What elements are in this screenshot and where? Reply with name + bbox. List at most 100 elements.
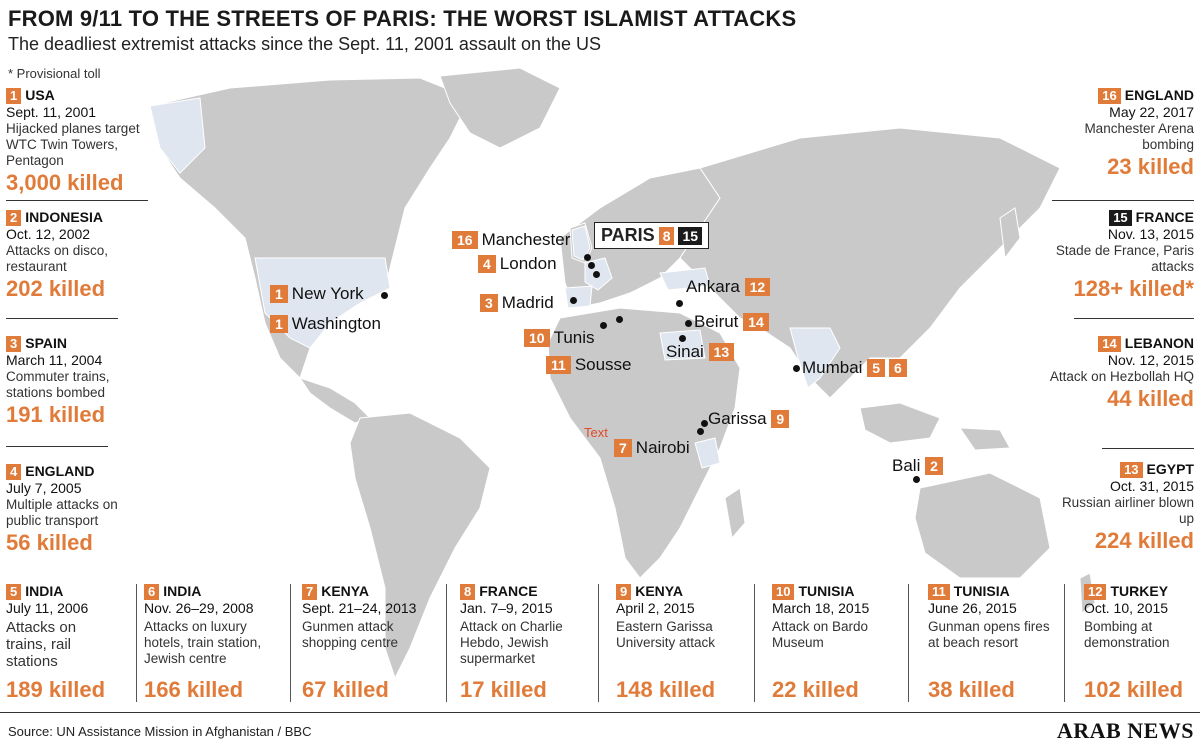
- attack-country: TUNISIA: [798, 583, 855, 599]
- divider: [6, 200, 148, 201]
- attack-number: 13: [1120, 462, 1143, 478]
- map-label-paris: PARIS 8 15: [594, 222, 710, 249]
- attack-description: Multiple attacks on public transport: [6, 497, 118, 528]
- page-subtitle: The deadliest extremist attacks since th…: [8, 34, 601, 54]
- attack-country: INDONESIA: [25, 209, 104, 225]
- new-guinea-landmass: [959, 427, 1011, 451]
- attack-entry-7: 7 KENYA Sept. 21–24, 2013 Gunmen attack s…: [302, 582, 434, 704]
- attack-death-toll: 23 killed: [1107, 154, 1194, 179]
- attack-country: ENGLAND: [25, 463, 95, 479]
- attack-country: EGYPT: [1146, 461, 1194, 477]
- attack-number: 6: [144, 584, 160, 600]
- attack-number: 9: [616, 584, 632, 600]
- map-marker-paris: [593, 271, 600, 278]
- attack-death-toll: 3,000 killed: [6, 170, 124, 195]
- attack-description: Hijacked planes target WTC Twin Towers, …: [6, 121, 140, 168]
- attack-entry-14: 14 LEBANON Nov. 12, 2015 Attack on Hezbol…: [1044, 334, 1194, 413]
- attack-date: Oct. 31, 2015: [1109, 478, 1194, 494]
- attack-entry-11: 11 TUNISIA June 26, 2015 Gunman opens fir…: [928, 582, 1060, 704]
- attack-country: TURKEY: [1110, 583, 1169, 599]
- kenya-highlight: [694, 437, 721, 469]
- attack-description: Attack on Charlie Hebdo, Jewish supermar…: [460, 619, 563, 666]
- map-marker-london: [588, 262, 595, 269]
- australia-landmass: [914, 472, 1051, 579]
- attack-entry-8: 8 FRANCE Jan. 7–9, 2015 Attack on Charlie…: [460, 582, 592, 704]
- map-marker-madrid: [570, 297, 577, 304]
- attack-country: KENYA: [635, 583, 683, 599]
- stray-text-label: Text: [584, 425, 608, 440]
- map-marker-new-york: [381, 292, 388, 299]
- divider: [1074, 318, 1194, 319]
- map-label-new-york: 1 New York: [270, 284, 364, 304]
- arab-news-logo: ARAB NEWS: [1056, 718, 1194, 743]
- attack-entry-4: 4 ENGLAND July 7, 2005 Multiple attacks o…: [6, 462, 156, 557]
- provisional-note: * Provisional toll: [8, 66, 101, 81]
- attack-description: Attack on Bardo Museum: [772, 619, 869, 650]
- attack-date: Oct. 10, 2015: [1084, 600, 1169, 616]
- attack-country: INDIA: [163, 583, 202, 599]
- attack-description: Eastern Garissa University attack: [616, 619, 716, 650]
- attack-entry-5: 5 INDIA July 11, 2006 Attacks on trains, …: [6, 582, 138, 704]
- south-america-landmass: [349, 412, 491, 680]
- attack-date: Nov. 12, 2015: [1107, 352, 1194, 368]
- attack-description: Commuter trains, stations bombed: [6, 369, 110, 400]
- attack-description: Gunmen attack shopping centre: [302, 619, 399, 650]
- attack-entry-15: 15 FRANCE Nov. 13, 2015 Stade de France, …: [1044, 208, 1194, 303]
- map-marker-tunis: [616, 316, 623, 323]
- attack-description: Russian airliner blown up: [1061, 495, 1194, 526]
- map-label-nairobi: 7 Nairobi: [614, 438, 690, 458]
- attack-date: April 2, 2015: [616, 600, 695, 616]
- divider: [446, 584, 447, 702]
- attack-date: Sept. 21–24, 2013: [302, 600, 417, 616]
- attack-entry-13: 13 EGYPT Oct. 31, 2015 Russian airliner b…: [1044, 460, 1194, 555]
- map-label-ankara: Ankara 12: [686, 277, 774, 297]
- divider: [1064, 584, 1065, 702]
- attack-number: 14: [1098, 336, 1121, 352]
- attack-death-toll: 17 killed: [460, 677, 547, 702]
- map-label-madrid: 3 Madrid: [480, 293, 554, 313]
- attack-description: Stade de France, Paris attacks: [1055, 243, 1194, 274]
- attack-entry-1: 1 USA Sept. 11, 2001 Hijacked planes targ…: [6, 86, 156, 197]
- central-america-landmass: [298, 377, 371, 424]
- map-marker-garissa: [701, 420, 708, 427]
- attack-entry-3: 3 SPAIN March 11, 2004 Commuter trains, s…: [6, 334, 156, 429]
- attack-number: 7: [302, 584, 318, 600]
- attack-description: Gunman opens fires at beach resort: [928, 619, 1050, 650]
- map-marker-ankara: [676, 300, 683, 307]
- attack-entry-12: 12 TURKEY Oct. 10, 2015 Bombing at demons…: [1084, 582, 1194, 704]
- attack-entry-6: 6 INDIA Nov. 26–29, 2008 Attacks on luxur…: [144, 582, 276, 704]
- map-marker-mumbai: [793, 365, 800, 372]
- divider: [1052, 200, 1194, 201]
- map-label-sousse: 11 Sousse: [546, 355, 632, 375]
- attack-entry-2: 2 INDONESIA Oct. 12, 2002 Attacks on disc…: [6, 208, 156, 303]
- map-label-london: 4 London: [478, 254, 557, 274]
- map-label-beirut: Beirut 14: [694, 312, 773, 332]
- attack-number: 1: [6, 88, 22, 104]
- attack-number: 2: [6, 210, 22, 226]
- map-marker-sinai: [679, 335, 686, 342]
- world-map: [149, 67, 1096, 680]
- attack-date: May 22, 2017: [1109, 104, 1194, 120]
- attack-date: July 11, 2006: [6, 600, 89, 616]
- map-marker-bali: [913, 476, 920, 483]
- attack-death-toll: 166 killed: [144, 677, 244, 702]
- map-marker-sousse: [600, 322, 607, 329]
- attack-date: Sept. 11, 2001: [6, 104, 97, 120]
- divider: [290, 584, 291, 702]
- attack-description: Manchester Arena bombing: [1084, 121, 1194, 152]
- attack-date: Nov. 26–29, 2008: [144, 600, 254, 616]
- indonesia-landmass: [859, 402, 941, 444]
- attack-country: INDIA: [25, 583, 64, 599]
- attack-country: FRANCE: [479, 583, 538, 599]
- attack-description: Attacks on luxury hotels, train station,…: [144, 619, 262, 666]
- attack-number: 11: [928, 584, 950, 600]
- map-label-garissa: Garissa 9: [708, 409, 793, 429]
- attack-entry-10: 10 TUNISIA March 18, 2015 Attack on Bardo…: [772, 582, 904, 704]
- map-label-sinai: Sinai 13: [666, 342, 738, 362]
- greenland-landmass: [439, 67, 561, 149]
- divider: [6, 446, 108, 447]
- attack-death-toll: 56 killed: [6, 530, 93, 555]
- attack-entry-16: 16 ENGLAND May 22, 2017 Manchester Arena …: [1044, 86, 1194, 181]
- map-marker-nairobi: [697, 428, 704, 435]
- map-marker-beirut: [685, 320, 692, 327]
